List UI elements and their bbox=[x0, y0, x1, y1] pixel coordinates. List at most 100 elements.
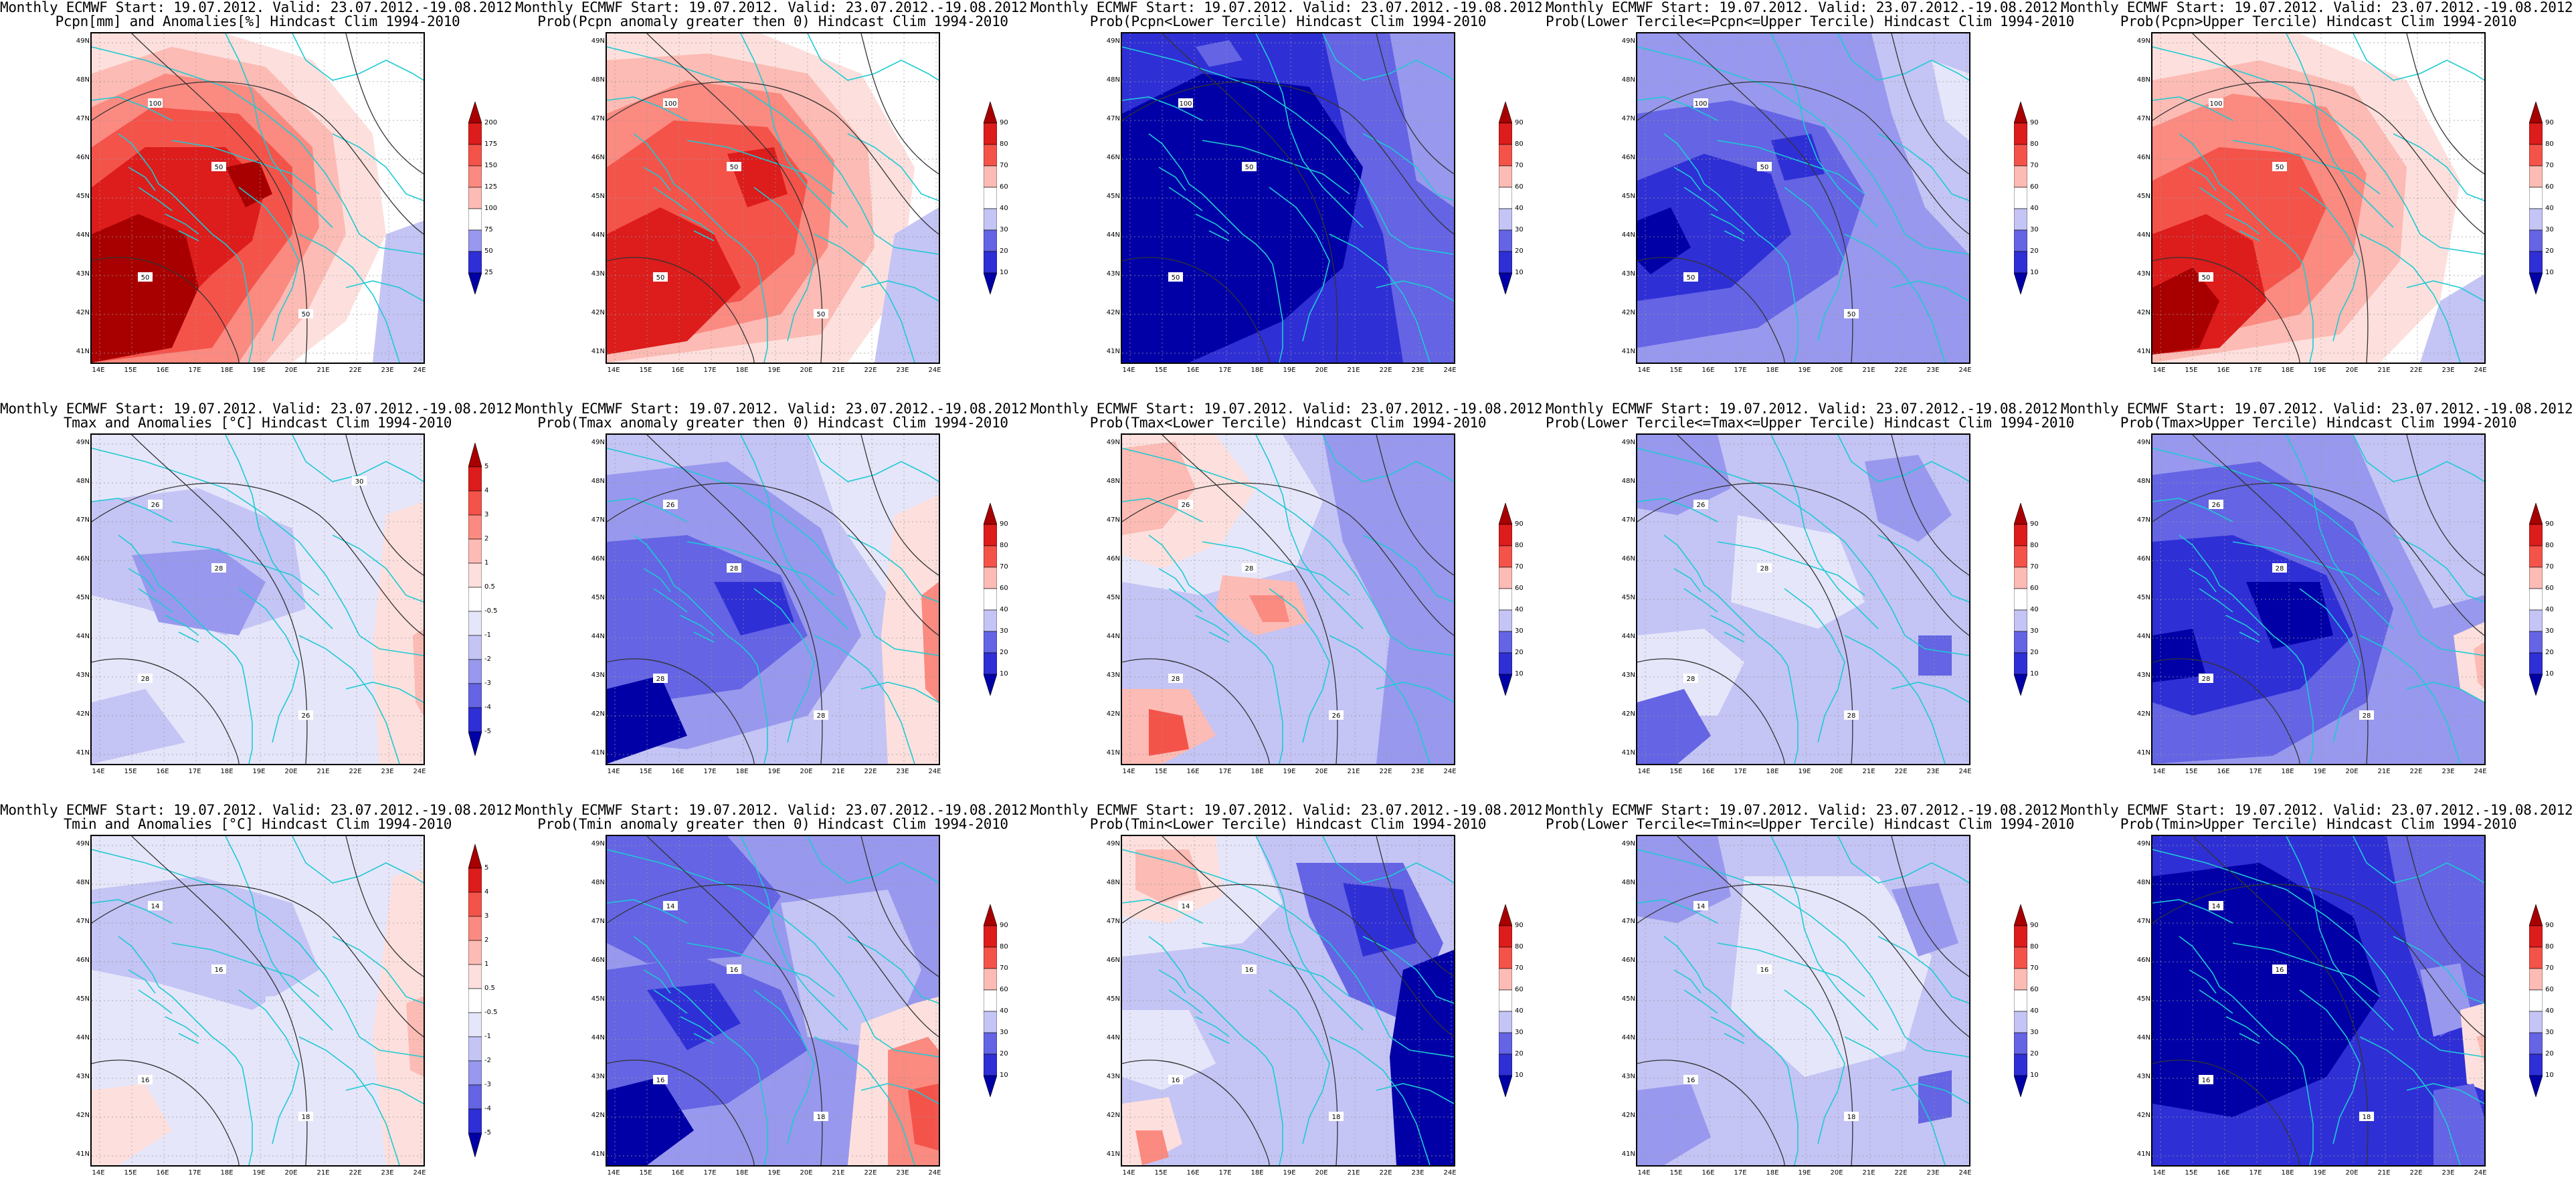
contour-line bbox=[1891, 435, 1969, 576]
lon-tick-label: 22E bbox=[1894, 768, 1908, 775]
colorbar-swatch bbox=[2529, 609, 2543, 632]
colorbar-swatch bbox=[1499, 503, 1512, 525]
lat-tick-label: 49N bbox=[2136, 37, 2150, 45]
lat-tick-label: 48N bbox=[1621, 478, 1635, 485]
shading-area bbox=[1637, 154, 1791, 301]
colorbar-swatch bbox=[468, 635, 482, 660]
lat-tick-label: 41N bbox=[591, 1150, 605, 1158]
contour-layer bbox=[607, 33, 939, 363]
border-line bbox=[92, 96, 173, 121]
contour-label-bg bbox=[1242, 563, 1257, 573]
colorbar-swatch bbox=[2014, 1011, 2027, 1033]
contour-label: 26 bbox=[302, 712, 310, 720]
colorbar-swatch bbox=[1499, 925, 1512, 948]
border-line bbox=[814, 1036, 915, 1165]
border-line bbox=[2239, 631, 2260, 643]
colorbar-swatch bbox=[984, 946, 997, 969]
map-plot-area: 100 50 50 50 bbox=[1636, 32, 1970, 364]
colorbar-label: 60 bbox=[1515, 986, 1524, 993]
colorbar-label: 40 bbox=[1000, 1007, 1008, 1015]
map-svg: 14 16 16 18 bbox=[92, 836, 424, 1165]
colorbar-label: -3 bbox=[484, 1081, 491, 1088]
colorbar-swatch bbox=[2529, 122, 2543, 145]
lat-tick-label: 43N bbox=[76, 672, 90, 679]
contour-label-bg bbox=[138, 674, 153, 683]
colorbar-label: 40 bbox=[1515, 1007, 1524, 1015]
shading-area bbox=[1122, 441, 1196, 535]
contour-label-bg bbox=[2199, 272, 2213, 282]
contour-label-bg bbox=[727, 965, 741, 974]
colorbar-label: 70 bbox=[1515, 162, 1524, 169]
border-line bbox=[693, 230, 715, 241]
contour-line bbox=[607, 81, 939, 235]
colorbar-swatch bbox=[2014, 165, 2027, 188]
contour-label: 28 bbox=[1172, 676, 1180, 683]
contour-label: 28 bbox=[656, 676, 665, 683]
colorbar-label: 30 bbox=[2545, 1029, 2554, 1036]
map-svg: 26 28 28 28 bbox=[607, 435, 939, 764]
lat-tick-label: 48N bbox=[76, 76, 90, 84]
contour-label: 28 bbox=[2276, 565, 2284, 573]
border-line bbox=[2152, 498, 2233, 522]
border-line bbox=[860, 682, 939, 703]
shading-area bbox=[1343, 883, 1416, 957]
lat-tick-label: 42N bbox=[1106, 309, 1120, 316]
border-line bbox=[1168, 989, 1203, 1014]
colorbar-label: 40 bbox=[1000, 606, 1008, 613]
lon-tick-label: 22E bbox=[2409, 367, 2423, 374]
lon-tick-label: 19E bbox=[767, 367, 781, 374]
contour-line bbox=[131, 836, 308, 1165]
lat-tick-label: 45N bbox=[1106, 594, 1120, 601]
map-plot-area: 100 50 50 50 bbox=[606, 32, 940, 364]
contour-line bbox=[2406, 435, 2484, 576]
colorbar-swatch bbox=[984, 524, 997, 546]
colorbar-swatch bbox=[2529, 187, 2543, 209]
lat-tick-label: 46N bbox=[2136, 957, 2150, 964]
contour-line bbox=[2152, 257, 2300, 363]
contour-line bbox=[860, 435, 939, 576]
colorbar-label: 60 bbox=[2545, 986, 2554, 993]
colorbar-label: 70 bbox=[2030, 965, 2039, 972]
contour-label: 18 bbox=[302, 1114, 310, 1121]
map-panel-tmin-prob-pos: Monthly ECMWF Start: 19.07.2012. Valid: … bbox=[515, 803, 1036, 1204]
shading-area bbox=[1731, 876, 1932, 1077]
lon-tick-label: 16E bbox=[156, 768, 169, 775]
contour-label: 26 bbox=[666, 502, 675, 509]
lon-tick-label: 19E bbox=[1283, 367, 1296, 374]
lat-tick-label: 49N bbox=[76, 37, 90, 45]
colorbar-swatch bbox=[2529, 1011, 2543, 1033]
map-plot-area: 14 16 16 18 bbox=[2151, 835, 2486, 1167]
lat-tick-label: 44N bbox=[76, 1034, 90, 1041]
lat-tick-label: 43N bbox=[76, 270, 90, 278]
colorbar-label: 0.5 bbox=[484, 985, 495, 992]
colorbar-swatch bbox=[1499, 1011, 1512, 1033]
colorbar-label: 70 bbox=[1000, 563, 1008, 571]
lon-tick-label: 20E bbox=[800, 768, 813, 775]
colorbar-label: 40 bbox=[2545, 1007, 2554, 1015]
lat-tick-label: 47N bbox=[1106, 918, 1120, 925]
border-line bbox=[1158, 568, 1186, 593]
lat-tick-label: 47N bbox=[1621, 115, 1635, 122]
lon-tick-label: 23E bbox=[1926, 1169, 1940, 1177]
colorbar-label: 10 bbox=[1515, 269, 1524, 276]
panel-title-line1: Monthly ECMWF Start: 19.07.2012. Valid: … bbox=[1546, 0, 2066, 15]
lat-tick-label: 44N bbox=[76, 231, 90, 239]
colorbar-label: 80 bbox=[1515, 943, 1524, 950]
border-line bbox=[1690, 862, 1969, 1058]
contour-line bbox=[92, 1060, 240, 1165]
map-svg: 14 16 16 18 bbox=[607, 836, 939, 1165]
colorbar-label: 30 bbox=[1000, 226, 1008, 233]
map-panel-tmax-anom: Monthly ECMWF Start: 19.07.2012. Valid: … bbox=[0, 401, 521, 803]
panel-title-line1: Monthly ECMWF Start: 19.07.2012. Valid: … bbox=[1030, 0, 1551, 15]
border-line bbox=[1844, 1036, 1946, 1165]
contour-layer bbox=[1637, 435, 1969, 764]
lon-tick-label: 24E bbox=[1958, 1169, 1972, 1177]
contour-line bbox=[92, 884, 424, 1037]
lon-tick-label: 16E bbox=[671, 367, 684, 374]
border-line bbox=[680, 1016, 715, 1037]
map-panel-tmax-prob-pos: Monthly ECMWF Start: 19.07.2012. Valid: … bbox=[515, 401, 1036, 803]
lon-tick-label: 20E bbox=[1315, 367, 1328, 374]
colorbar-label: 30 bbox=[1000, 1029, 1008, 1036]
contour-label-bg bbox=[138, 1075, 153, 1084]
panel-title-line2: Prob(Pcpn>Upper Tercile) Hindcast Clim 1… bbox=[2120, 13, 2517, 29]
